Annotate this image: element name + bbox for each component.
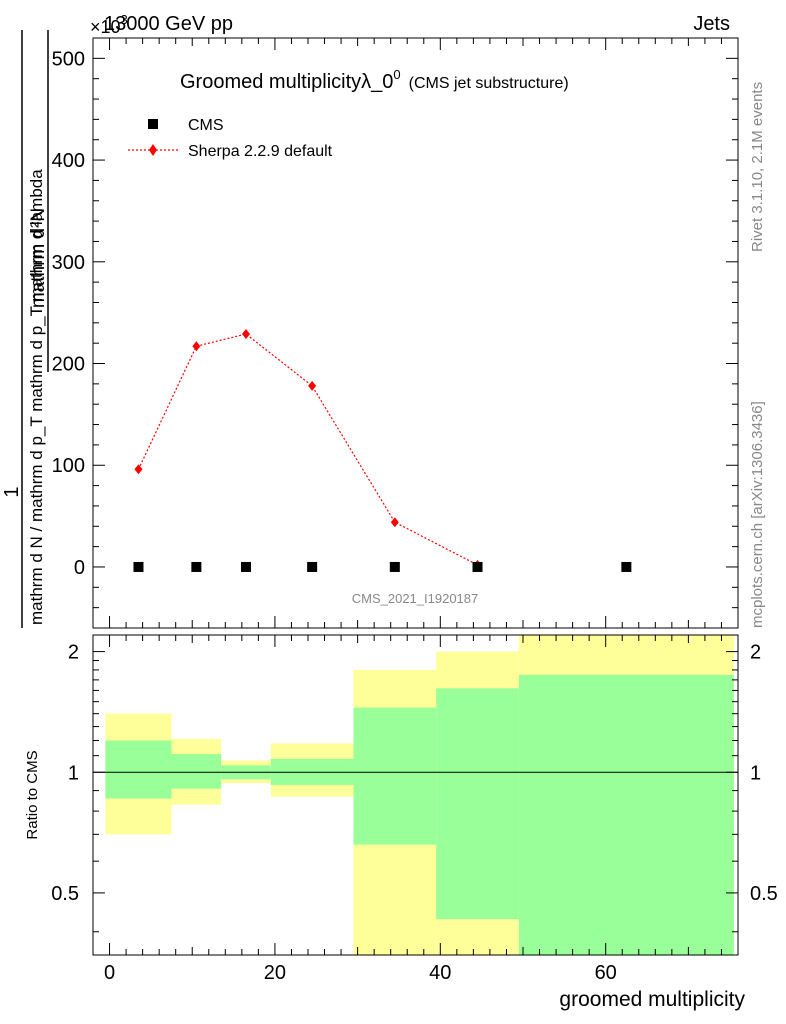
sherpa-point [134,464,143,475]
ylabel-denominator: mathrm d N / mathrm d p_T mathrm d p_T m… [27,169,46,625]
main-title-small: (CMS jet substructure) [409,75,569,92]
ratio-bands [105,635,734,955]
ratio-xlabel: groomed multiplicity [559,988,745,1011]
main-series [133,329,632,572]
exponent-power: 3 [121,12,128,27]
main-plot-frame [92,37,739,629]
cms-point [307,561,318,572]
ratio-xtick-label: 20 [264,962,286,984]
ratio-ytick-label-right: 1 [750,762,761,784]
mcplots-label: mcplots.cern.ch [arXiv:1306.3436] [749,401,766,628]
exponent-label: ×103 [90,12,128,37]
ratio-ytick-label: 0.5 [51,883,79,905]
ylabel-one: 1 [1,486,23,497]
ratio-xtick-label: 60 [595,962,617,984]
rivet-label: Rivet 3.1.10, 2.1M events [749,82,766,252]
main-ytick-label: 200 [52,354,85,376]
ratio-ytick-label-right: 2 [750,642,761,664]
ratio-stat-band [171,754,222,789]
main-ylabel: mathrm d²N mathrm d N / mathrm d p_T mat… [1,30,49,628]
exponent-base: ×10 [90,17,121,37]
ratio-stat-band [436,688,519,920]
ratio-stat-band [105,740,172,799]
cms-point [240,561,251,572]
legend-sherpa-marker [149,144,157,156]
sherpa-point [241,329,250,340]
category-label: Jets [693,13,730,35]
main-ytick-label: 0 [74,557,85,579]
ratio-ylabel: Ratio to CMS [24,750,41,839]
legend-cms-marker [148,119,158,129]
main-title: Groomed multiplicityλ_00 (CMS jet substru… [180,67,569,93]
main-title-text: Groomed multiplicityλ_0 [180,71,393,93]
sherpa-line [137,333,478,566]
ratio-ytick-label-right: 0.5 [750,883,778,905]
ylabel-numerator: mathrm d²N [28,208,49,308]
ratio-xtick-label: 0 [104,962,115,984]
legend-cms-label: CMS [188,117,224,134]
ratio-ytick-label: 1 [68,762,79,784]
main-ytick-label: 300 [52,252,85,274]
legend: CMS Sherpa 2.2.9 default [128,117,333,160]
ratio-stat-band [518,674,734,955]
ratio-plot-frame [92,634,739,956]
ratio-stat-band [353,707,437,845]
sherpa-point [308,380,317,391]
cms-point [191,561,202,572]
sherpa-point [390,517,399,528]
main-axis-ticks: 0 100 200 300 400 500 [52,37,738,628]
ratio-ytick-label: 2 [68,642,79,664]
main-ytick-label: 100 [52,455,85,477]
cms-point [389,561,400,572]
legend-sherpa-label: Sherpa 2.2.9 default [188,143,333,160]
sherpa-point [192,341,201,352]
ratio-xtick-label: 40 [429,962,451,984]
energy-label: 13000 GeV pp [104,13,233,35]
main-title-sup: 0 [393,67,400,82]
main-ytick-label: 500 [52,48,85,70]
cms-point [621,561,632,572]
main-ytick-label: 400 [52,150,85,172]
cms-point [133,561,144,572]
watermark: CMS_2021_I1920187 [352,591,479,606]
cms-point [472,561,483,572]
ratio-axis-ticks: 0.5 0.51 12 20 20 40 60 [51,635,778,984]
